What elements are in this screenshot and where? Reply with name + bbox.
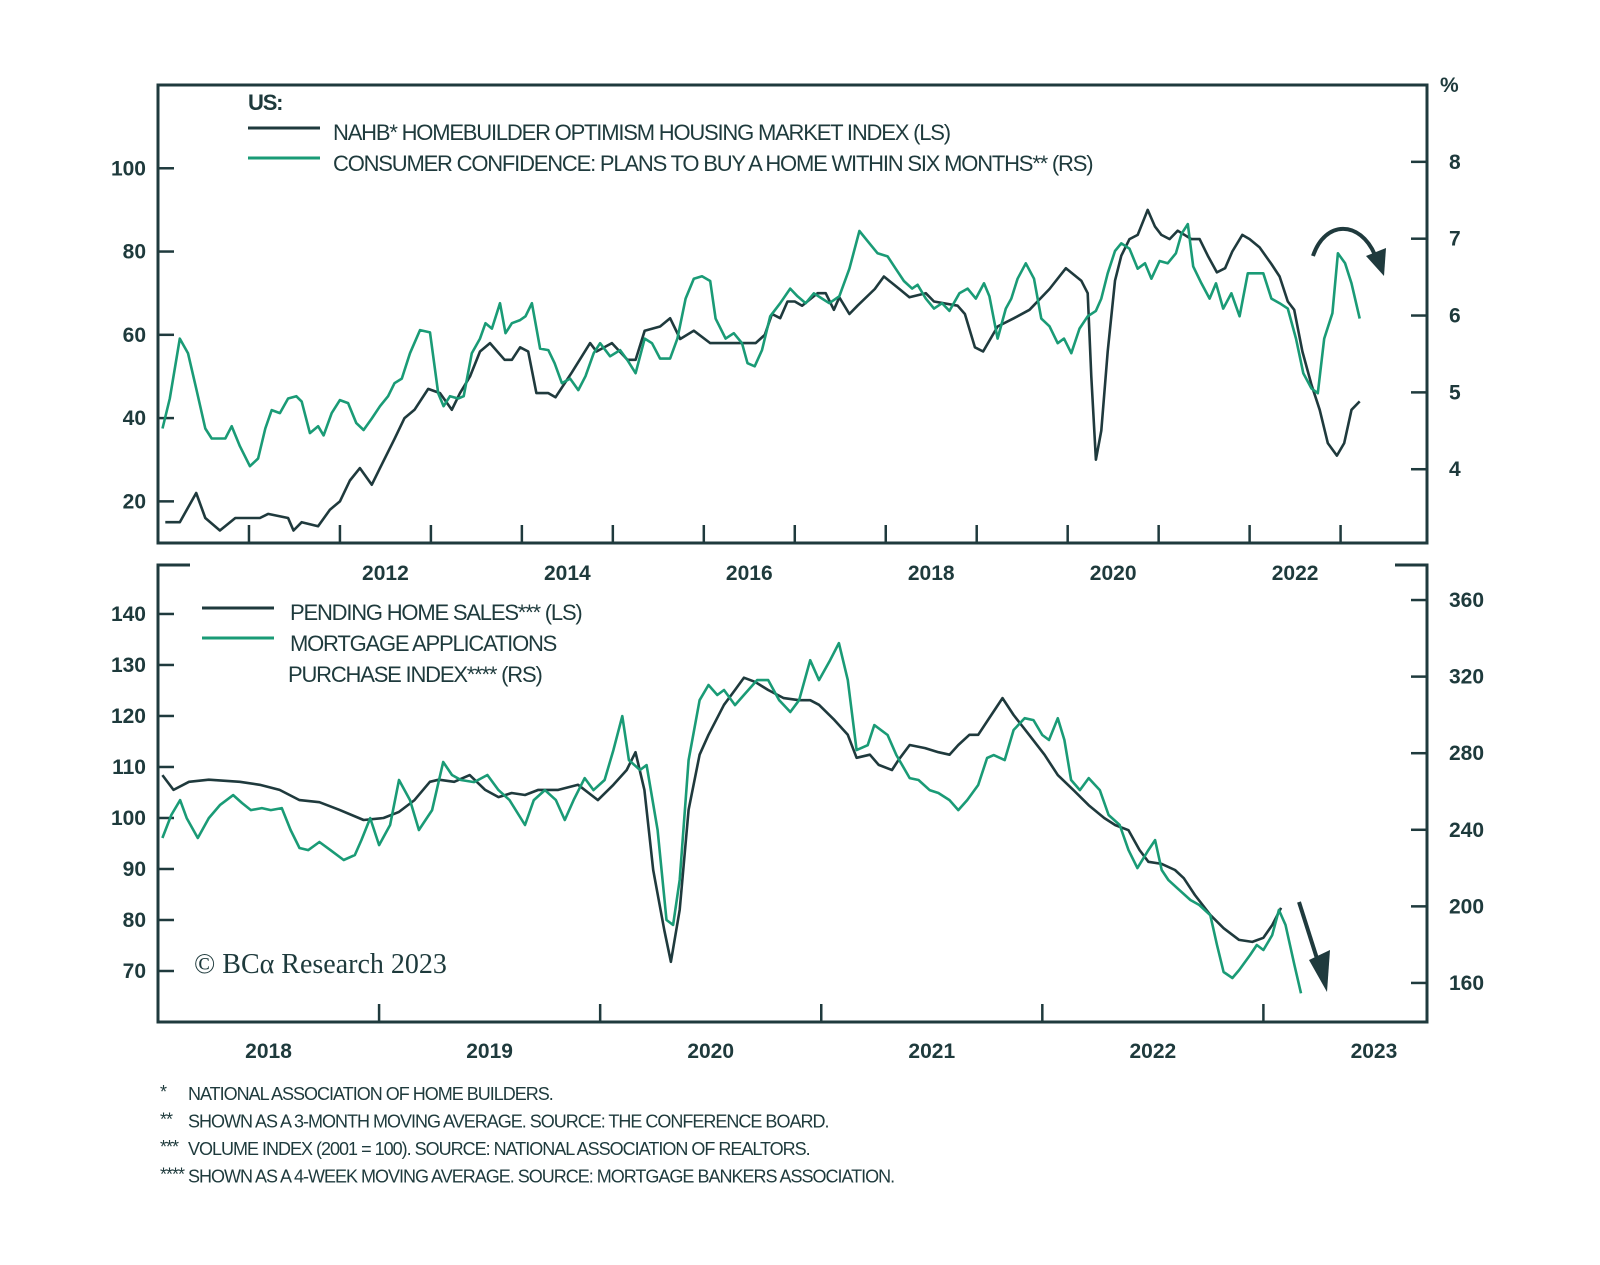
bottom-right-tick-label: 200: [1449, 895, 1484, 918]
footnote-mark: ****: [160, 1165, 185, 1185]
top-right-tick-label: 7: [1449, 228, 1461, 251]
legend-label-pending: PENDING HOME SALES*** (LS): [290, 600, 582, 625]
bottom-x-tick-label: 2023: [1351, 1040, 1398, 1063]
bottom-x-tick-label: 2019: [466, 1040, 513, 1063]
top-plot-frame: [156, 83, 1429, 545]
footnote-mark: **: [160, 1110, 173, 1130]
bottom-left-tick-label: 120: [111, 705, 146, 728]
bottom-x-tick-label: 2021: [908, 1040, 955, 1063]
bottom-plot-frame: [156, 563, 1429, 1024]
top-x-tick-label: 2022: [1272, 562, 1319, 585]
bottom-right-tick-label: 280: [1449, 742, 1484, 765]
bottom-left-tick-label: 140: [111, 603, 146, 626]
top-left-tick-label: 100: [111, 157, 146, 180]
top-right-tick-label: 6: [1449, 305, 1461, 328]
top-left-tick-label: 40: [123, 407, 146, 430]
bottom-left-tick-label: 70: [123, 960, 146, 983]
bottom-left-tick-label: 80: [123, 909, 146, 932]
top-x-tick-label: 2012: [362, 562, 409, 585]
top-left-tick-label: 80: [123, 241, 146, 264]
top-x-tick-label: 2018: [908, 562, 955, 585]
top-x-tick-label: 2016: [726, 562, 773, 585]
legend-label-mortgage: MORTGAGE APPLICATIONS: [290, 631, 557, 656]
bottom-left-tick-label: 100: [111, 807, 146, 830]
bottom-left-tick-label: 90: [123, 858, 146, 881]
legend-label-nahb: NAHB* HOMEBUILDER OPTIMISM HOUSING MARKE…: [333, 120, 950, 145]
arrowhead-icon: [1366, 248, 1386, 276]
top-series-right-line: [161, 222, 1361, 468]
bottom-right-tick-label: 160: [1449, 972, 1484, 995]
bottom-series-right-line: [161, 641, 1303, 994]
footnote-text: NATIONAL ASSOCIATION OF HOME BUILDERS.: [188, 1084, 553, 1104]
top-series-left-line: [165, 208, 1361, 532]
top-x-tick-label: 2020: [1090, 562, 1137, 585]
top-right-tick-label: 5: [1449, 381, 1461, 404]
bottom-x-tick-label: 2020: [687, 1040, 734, 1063]
top-left-tick-label: 20: [123, 490, 146, 513]
bottom-left-tick-label: 130: [111, 654, 146, 677]
bca-logo: © BCα Research 2023: [194, 949, 447, 980]
top-right-tick-label: 4: [1449, 458, 1461, 481]
top-right-tick-label: 8: [1449, 151, 1461, 174]
footnote-mark: ***: [160, 1137, 179, 1157]
down-arrow-icon: [1309, 950, 1330, 992]
footnote-mark: *: [160, 1082, 167, 1102]
bottom-left-tick-label: 110: [112, 756, 146, 779]
bottom-right-tick-label: 240: [1449, 819, 1484, 842]
top-x-tick-label: 2014: [544, 562, 591, 585]
bottom-right-tick-label: 320: [1449, 666, 1484, 689]
bottom-panel: PENDING HOME SALES*** (LS) MORTGAGE APPL…: [111, 563, 1484, 1063]
right-axis-unit: %: [1440, 74, 1459, 97]
footnote-text: SHOWN AS A 4-WEEK MOVING AVERAGE. SOURCE…: [188, 1167, 894, 1187]
bottom-x-tick-label: 2022: [1130, 1040, 1177, 1063]
legend-label-mortgage-cont: PURCHASE INDEX**** (RS): [288, 662, 542, 687]
bottom-right-tick-label: 360: [1449, 589, 1484, 612]
legend-title: US:: [248, 90, 282, 115]
footnote-text: VOLUME INDEX (2001 = 100). SOURCE: NATIO…: [188, 1139, 810, 1159]
footnote-text: SHOWN AS A 3-MONTH MOVING AVERAGE. SOURC…: [188, 1112, 828, 1132]
curved-arrow-down-icon: [1311, 227, 1377, 257]
top-panel: % US: NAHB* HOMEBUILDER OPTIMISM HOUSING…: [111, 74, 1461, 585]
legend-label-consumer: CONSUMER CONFIDENCE: PLANS TO BUY A HOME…: [333, 151, 1092, 176]
bottom-x-tick-label: 2018: [245, 1040, 292, 1063]
footnotes: * NATIONAL ASSOCIATION OF HOME BUILDERS. *…: [160, 1082, 895, 1187]
top-left-tick-label: 60: [123, 324, 146, 347]
